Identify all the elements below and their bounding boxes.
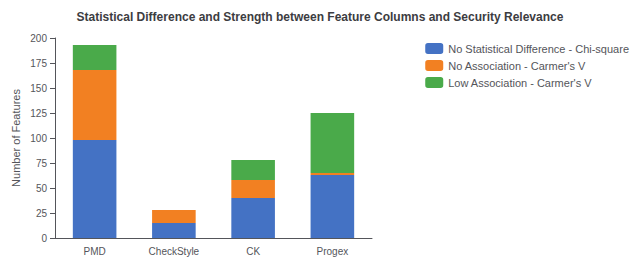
- svg-text:200: 200: [30, 33, 47, 44]
- svg-text:No Association - Carmer's V: No Association - Carmer's V: [448, 60, 586, 72]
- svg-text:Progex: Progex: [317, 246, 349, 257]
- svg-text:Statistical Difference and Str: Statistical Difference and Strength betw…: [77, 10, 564, 24]
- svg-text:100: 100: [30, 133, 47, 144]
- svg-text:125: 125: [30, 108, 47, 119]
- svg-text:No Statistical Difference - Ch: No Statistical Difference - Chi-square: [448, 43, 629, 55]
- svg-text:PMD: PMD: [84, 246, 106, 257]
- svg-text:50: 50: [36, 183, 48, 194]
- svg-text:150: 150: [30, 83, 47, 94]
- svg-text:Low Association - Carmer's V: Low Association - Carmer's V: [448, 77, 592, 89]
- svg-text:CK: CK: [246, 246, 260, 257]
- svg-text:25: 25: [36, 208, 48, 219]
- svg-text:0: 0: [41, 233, 47, 244]
- svg-text:Number of Features: Number of Features: [10, 89, 22, 187]
- svg-text:75: 75: [36, 158, 48, 169]
- svg-text:CheckStyle: CheckStyle: [149, 246, 200, 257]
- svg-text:175: 175: [30, 58, 47, 69]
